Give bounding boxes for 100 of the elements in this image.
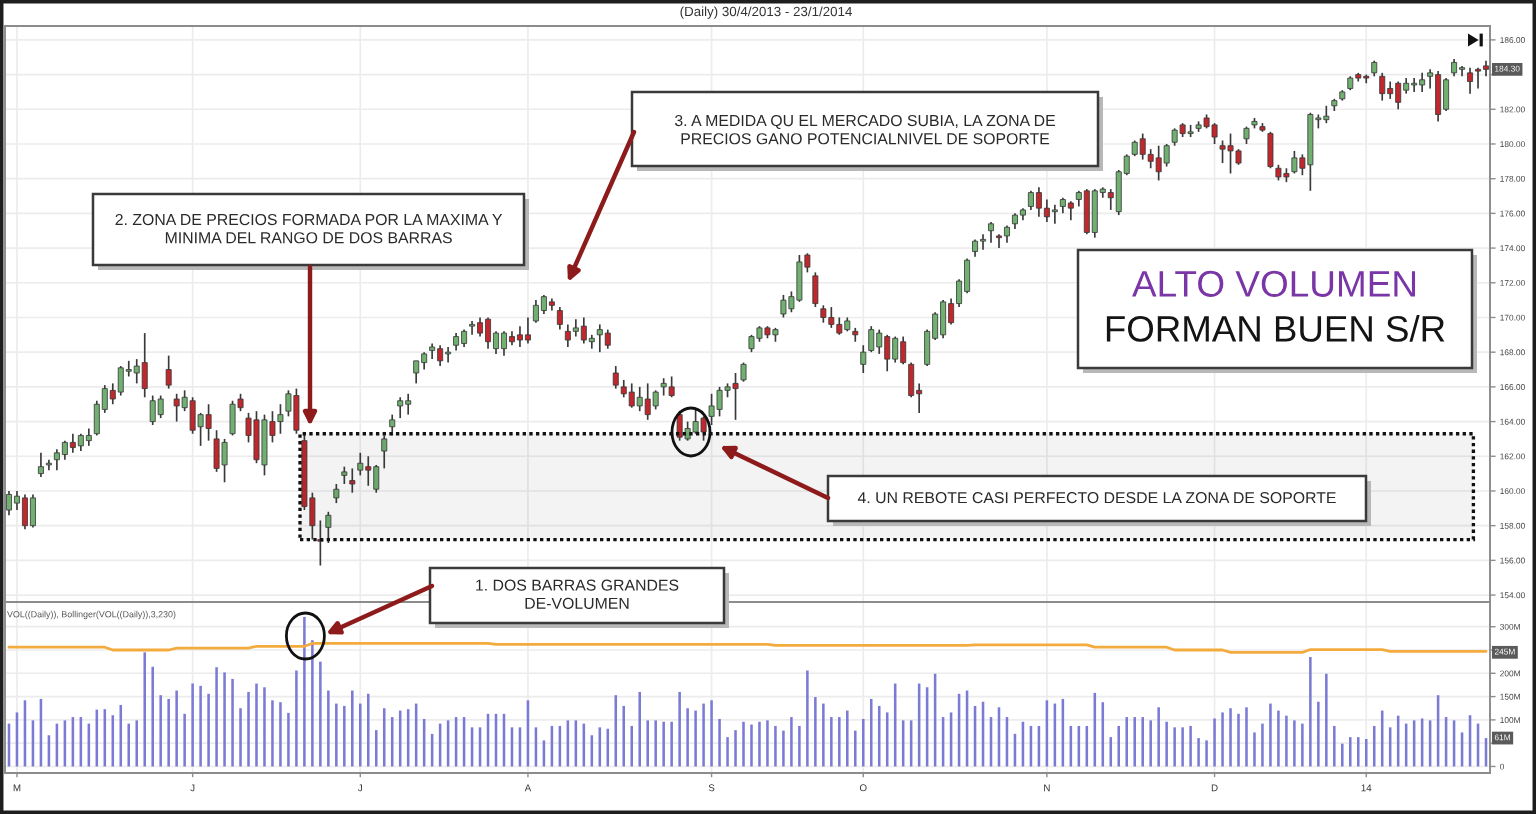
candlestick [1475, 66, 1481, 90]
candlestick [1379, 72, 1386, 102]
candlestick [668, 375, 675, 399]
candlestick [501, 330, 507, 357]
candlestick [1091, 188, 1098, 239]
candlestick [253, 410, 260, 465]
candlestick [1035, 186, 1042, 218]
candlestick [1043, 198, 1050, 223]
candlestick [556, 306, 563, 331]
candlestick [1443, 77, 1450, 112]
candlestick [437, 344, 444, 367]
candlestick [940, 299, 947, 340]
candlestick [1395, 80, 1402, 111]
candlestick [21, 493, 28, 530]
candlestick [37, 451, 44, 478]
candlestick [708, 392, 715, 426]
candlestick [365, 455, 372, 487]
candlestick [6, 490, 12, 517]
candlestick [205, 403, 212, 442]
candlestick [716, 386, 723, 418]
candlestick [540, 294, 547, 315]
candlestick [1411, 77, 1418, 93]
candlestick [157, 394, 164, 419]
candlestick [572, 318, 579, 338]
candlestick [828, 306, 835, 329]
candlestick [165, 354, 172, 390]
candlestick [660, 377, 667, 397]
candlestick [1083, 188, 1090, 236]
candlestick [277, 403, 284, 435]
candlestick [333, 483, 340, 504]
candlestick [636, 386, 643, 412]
candlestick [812, 271, 819, 308]
candlestick [445, 346, 452, 364]
candlestick [908, 361, 915, 399]
candlestick [580, 316, 587, 345]
candlestick [349, 467, 356, 494]
candlestick [988, 221, 994, 244]
candlestick [381, 434, 388, 470]
candlestick [564, 323, 571, 348]
candlestick [1211, 122, 1218, 145]
candlestick [213, 429, 220, 473]
candlestick [317, 519, 324, 567]
candlestick [117, 365, 124, 397]
candlestick [149, 394, 156, 426]
candlestick [29, 493, 36, 529]
candlestick [1419, 72, 1426, 93]
candlestick [796, 254, 803, 303]
candlestick [1323, 104, 1330, 124]
candlestick [477, 316, 484, 338]
candlestick [644, 382, 651, 421]
candlestick [1219, 139, 1226, 164]
candlestick [700, 415, 707, 442]
candlestick [1291, 150, 1298, 175]
candlestick [524, 316, 531, 345]
candlestick [884, 333, 891, 373]
candlestick [684, 420, 691, 442]
candlestick [1267, 130, 1274, 170]
candlestick [892, 335, 899, 364]
candlestick [133, 358, 140, 385]
candlestick [604, 328, 611, 350]
candlestick [1027, 189, 1034, 211]
candlestick [740, 361, 747, 383]
candlestick [612, 365, 619, 390]
candlestick [1227, 132, 1234, 175]
candlestick [389, 413, 396, 437]
annotation: FORMAN BUEN S/R [1106, 314, 1445, 342]
candlestick [325, 510, 332, 544]
candlestick [980, 233, 986, 251]
candlestick [1139, 132, 1146, 161]
candlestick [516, 325, 523, 348]
candlestick [221, 438, 228, 484]
candlestick [900, 335, 907, 366]
candlestick [293, 387, 300, 435]
candlestick [860, 344, 867, 374]
candlestick [692, 408, 699, 435]
candlestick [229, 399, 236, 437]
candlestick [261, 413, 268, 477]
candlestick [876, 328, 883, 355]
candlestick [732, 372, 739, 421]
annotation: ALTO VOLUMEN [1132, 270, 1416, 297]
candlestick [173, 392, 180, 423]
candlestick [1067, 200, 1074, 222]
candlestick [189, 396, 196, 435]
candlestick [596, 323, 603, 354]
candlestick [868, 325, 875, 354]
candlestick [1051, 203, 1058, 225]
candlestick [1467, 66, 1474, 95]
candlestick [780, 294, 787, 319]
candlestick [357, 451, 364, 477]
candlestick [996, 233, 1002, 249]
candlestick [1435, 70, 1442, 123]
candlestick [405, 392, 412, 416]
candlestick [469, 320, 476, 336]
candlestick [628, 382, 635, 409]
candlestick [373, 464, 380, 494]
candlestick [532, 299, 539, 324]
candlestick [1155, 144, 1162, 182]
candlestick [485, 316, 491, 350]
candlestick [141, 332, 148, 399]
candlestick [397, 396, 404, 419]
